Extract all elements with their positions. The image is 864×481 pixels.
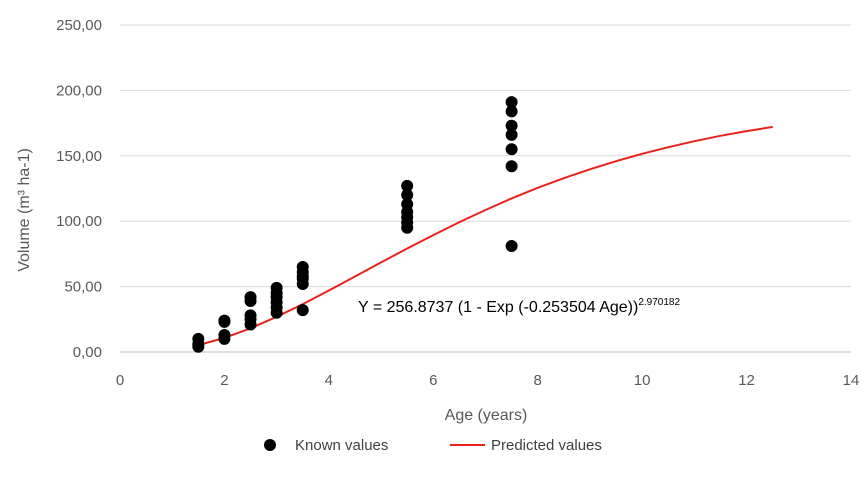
x-tick-label: 4 bbox=[325, 372, 333, 389]
known-value-point bbox=[505, 128, 518, 141]
y-tick-label: 250,00 bbox=[56, 17, 102, 34]
y-tick-label: 100,00 bbox=[56, 213, 102, 230]
known-value-point bbox=[505, 160, 518, 173]
known-value-point bbox=[401, 189, 414, 202]
y-tick-label: 50,00 bbox=[64, 279, 102, 296]
x-tick-labels: 0 2 4 6 8 10 12 14 bbox=[116, 372, 860, 389]
known-value-point bbox=[401, 198, 414, 211]
x-tick-label: 6 bbox=[429, 372, 437, 389]
equation-exponent: 2.970182 bbox=[638, 297, 680, 308]
y-tick-labels: 0,00 50,00 100,00 150,00 200,00 250,00 bbox=[56, 17, 102, 361]
legend: Known values Predicted values bbox=[264, 437, 602, 454]
known-value-point bbox=[505, 119, 518, 132]
x-tick-label: 14 bbox=[843, 372, 860, 389]
x-axis-title: Age (years) bbox=[445, 407, 528, 424]
legend-known-label: Known values bbox=[295, 437, 388, 454]
y-tick-label: 150,00 bbox=[56, 148, 102, 165]
x-tick-label: 0 bbox=[116, 372, 124, 389]
x-tick-label: 8 bbox=[534, 372, 542, 389]
known-value-point bbox=[505, 96, 518, 109]
gridlines bbox=[120, 24, 851, 288]
known-value-point bbox=[505, 143, 518, 156]
known-value-point bbox=[296, 260, 309, 273]
y-tick-label: 0,00 bbox=[73, 344, 102, 361]
known-value-point bbox=[218, 328, 231, 341]
legend-known-marker bbox=[264, 439, 276, 451]
equation-annotation: Y = 256.8737 (1 - Exp (-0.253504 Age))2.… bbox=[358, 297, 680, 316]
predicted-values-line bbox=[198, 125, 773, 347]
x-tick-label: 2 bbox=[220, 372, 228, 389]
known-value-point bbox=[505, 240, 518, 253]
known-value-point bbox=[192, 332, 205, 345]
known-value-point bbox=[401, 179, 414, 192]
known-value-point bbox=[505, 105, 518, 118]
known-value-point bbox=[218, 314, 231, 327]
equation-text: Y = 256.8737 (1 - Exp (-0.253504 Age)) bbox=[358, 299, 638, 316]
known-value-point bbox=[270, 281, 283, 294]
known-value-point bbox=[244, 309, 257, 322]
y-tick-label: 200,00 bbox=[56, 82, 102, 99]
known-value-point bbox=[244, 291, 257, 304]
x-tick-label: 12 bbox=[738, 372, 755, 389]
known-values-points bbox=[192, 96, 518, 353]
legend-predicted-label: Predicted values bbox=[491, 437, 602, 454]
x-tick-label: 10 bbox=[634, 372, 651, 389]
y-axis-title: Volume (m³ ha-1) bbox=[16, 148, 33, 272]
known-value-point bbox=[296, 304, 309, 317]
